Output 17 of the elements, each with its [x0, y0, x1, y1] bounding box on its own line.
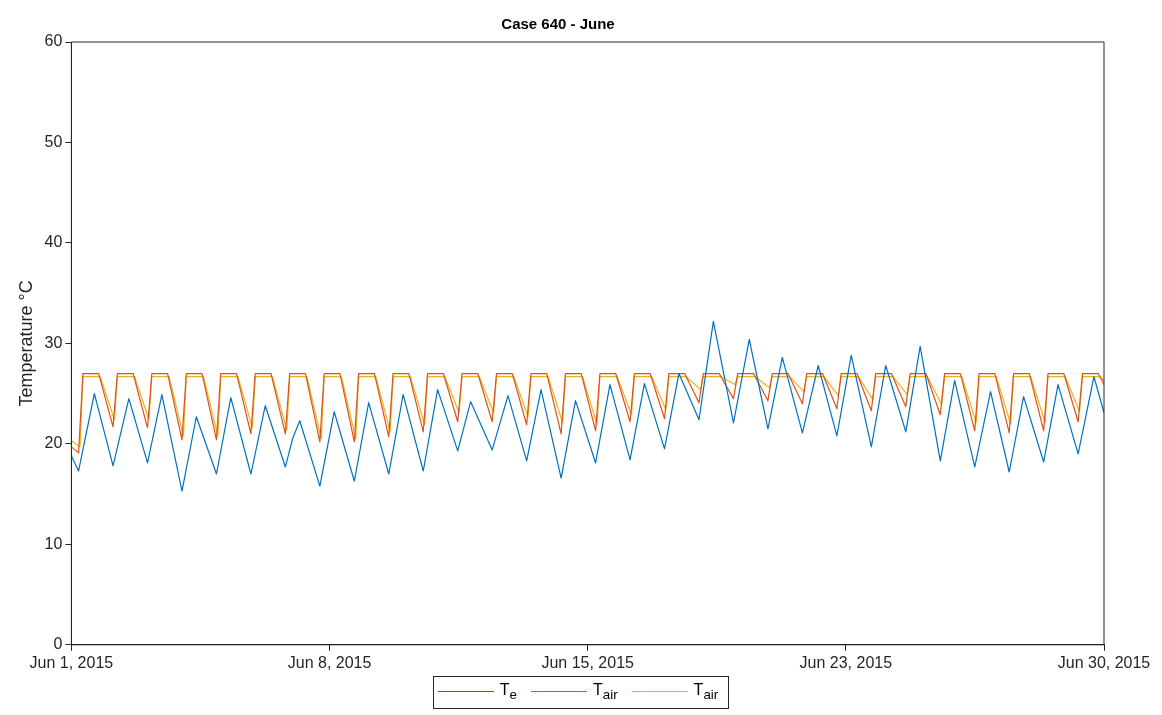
y-tick-label: 40	[44, 233, 63, 251]
legend-label: T$_{air}$	[693, 681, 719, 703]
x-tick-label: Jun 23, 2015	[799, 653, 893, 671]
y-axis-title: Temperature °C	[15, 280, 36, 407]
y-tick-label: 0	[53, 635, 63, 653]
x-tick-label: Jun 1, 2015	[29, 653, 114, 671]
y-tick-label: 60	[44, 32, 63, 50]
x-tick-label: Jun 15, 2015	[541, 653, 635, 671]
y-tick-label: 30	[44, 333, 63, 351]
chart-title: Case 640 - June	[501, 15, 615, 33]
x-tick-label: Jun 8, 2015	[287, 653, 372, 671]
x-tick-label: Jun 30, 2015	[1057, 653, 1151, 671]
legend-label: T$_{e}$	[499, 681, 517, 703]
legend-label: T$_{air}$	[593, 681, 618, 703]
y-tick-label: 50	[44, 132, 63, 150]
y-tick-label: 20	[44, 434, 63, 452]
y-tick-label: 10	[44, 534, 63, 552]
